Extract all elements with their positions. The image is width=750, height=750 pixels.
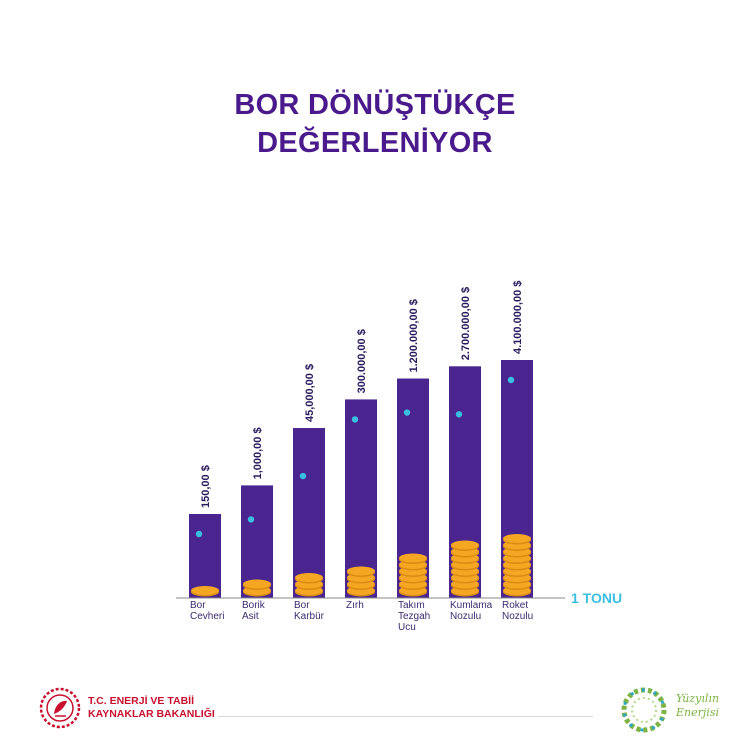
category-line: Borik: [242, 600, 266, 611]
brand-wreath-icon: [621, 687, 667, 733]
ministry-name: T.C. ENERJİ VE TABİİ KAYNAKLAR BAKANLIĞI: [88, 695, 215, 720]
category-label-1: Borik Asit: [242, 600, 266, 622]
unit-label: 1 TONU: [571, 590, 622, 606]
brand-name: Yüzyılın Enerjisi: [676, 692, 720, 719]
category-label-6: Roket Nozulu: [502, 600, 533, 622]
category-label-0: Bor Cevheri: [190, 600, 224, 622]
ministry-logo: T.C. ENERJİ VE TABİİ KAYNAKLAR BAKANLIĞI: [38, 686, 258, 730]
value-label-6: 4.100.000,00 $: [512, 281, 524, 354]
footer-divider: [218, 716, 593, 717]
category-label-5: Kumlama Nozulu: [450, 600, 493, 622]
title-line-1: BOR DÖNÜŞTÜKÇE: [234, 89, 516, 121]
dollar-dot-icon: [351, 416, 359, 423]
category-line: Roket: [502, 600, 528, 611]
dollar-dot-icon: [247, 516, 255, 523]
category-line: Karbür: [294, 611, 325, 622]
dollar-dot-icon: [507, 376, 515, 384]
category-label-2: Bor Karbür: [294, 600, 325, 622]
coin-face-icon: [451, 540, 479, 550]
coin-face-icon: [347, 566, 375, 576]
category-line: Cevheri: [190, 611, 224, 622]
coin-face-icon: [503, 534, 531, 543]
category-line: Bor: [294, 600, 310, 611]
category-line: Takım: [398, 600, 425, 611]
category-line: Tezgah: [398, 611, 430, 622]
dollar-dot-icon: [455, 411, 463, 418]
value-label-1: 1,000,00 $: [252, 427, 264, 479]
ministry-emblem-icon: [39, 687, 81, 729]
page-title: BOR DÖNÜŞTÜKÇE DEĞERLENİYOR: [0, 86, 750, 162]
category-line: Nozulu: [502, 611, 533, 622]
coin-face-icon: [295, 573, 323, 582]
dollar-dot-icon: [403, 409, 411, 416]
value-label-3: 300.000,00 $: [356, 329, 368, 393]
category-label-4: Takım Tezgah Ucu: [398, 600, 430, 633]
coin-face-icon: [191, 586, 219, 595]
category-line: Zırh: [346, 600, 364, 611]
category-line: Asit: [242, 611, 259, 622]
coin-face-icon: [399, 553, 427, 563]
bar-3: [345, 399, 377, 598]
category-line: Kumlama: [450, 600, 493, 611]
category-line: Bor: [190, 600, 206, 611]
dollar-dot-icon: [299, 472, 307, 480]
coin-face-icon: [243, 579, 271, 589]
value-label-5: 2.700.000,00 $: [460, 287, 472, 360]
bar-2: [293, 428, 325, 598]
value-label-2: 45,000,00 $: [304, 364, 316, 422]
bar-0: [189, 514, 221, 598]
category-label-3: Zırh: [346, 600, 364, 611]
category-line: Ucu: [398, 622, 416, 633]
value-label-0: 150,00 $: [200, 465, 212, 508]
brand-logo: Yüzyılın Enerjisi: [618, 684, 728, 734]
value-label-4: 1.200.000,00 $: [408, 299, 420, 372]
bar-1: [241, 485, 273, 598]
title-line-2: DEĞERLENİYOR: [257, 127, 493, 159]
dollar-dot-icon: [195, 530, 203, 538]
category-line: Nozulu: [450, 611, 481, 622]
